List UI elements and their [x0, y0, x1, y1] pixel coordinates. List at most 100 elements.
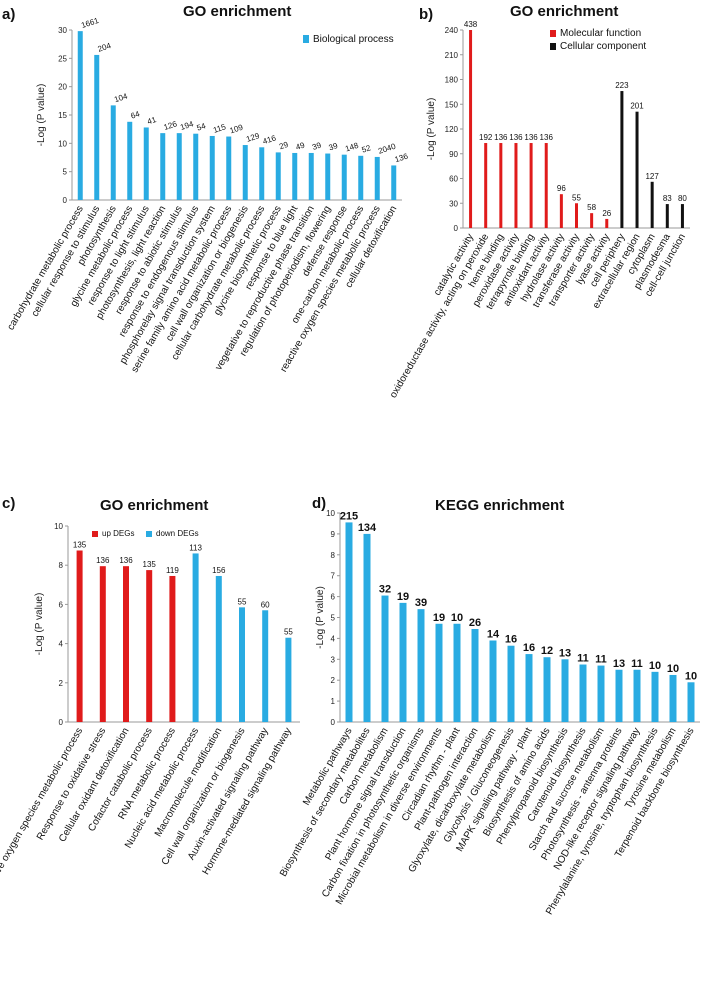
- chart-panel-1: a) GO enrichment 0 5 10 15 20 25 30 -Log (P value…: [2, 3, 410, 375]
- legend-label: up DEGs: [102, 529, 134, 538]
- y-axis-label: -Log (P value): [36, 84, 47, 147]
- bar: [259, 147, 265, 200]
- bar: [169, 575, 176, 722]
- data-label: 416: [262, 133, 278, 146]
- data-label: 126: [163, 119, 179, 132]
- data-label: 156: [212, 566, 226, 575]
- bar: [325, 153, 331, 200]
- data-label: 127: [645, 172, 659, 181]
- data-label: 55: [238, 597, 247, 606]
- category-label: carbohydrate metabolic process: [5, 204, 85, 332]
- legend-label: Cellular component: [560, 41, 646, 52]
- data-label: 19: [433, 612, 445, 624]
- data-label: 39: [311, 140, 323, 151]
- data-label: 136: [524, 133, 538, 142]
- y-tick-label: 5: [331, 614, 336, 623]
- bar: [363, 533, 371, 722]
- bar: [391, 165, 397, 200]
- bar: [469, 30, 473, 228]
- y-tick-label: 2: [331, 676, 336, 685]
- data-label: 19: [397, 591, 409, 603]
- legend-label: Biological process: [313, 34, 394, 45]
- data-label: 10: [667, 663, 679, 675]
- bar: [597, 665, 605, 722]
- bar: [435, 623, 443, 722]
- y-tick-label: 60: [449, 175, 458, 184]
- chart-title: KEGG enrichment: [435, 497, 564, 514]
- data-label: 204: [97, 41, 113, 54]
- bar: [239, 607, 245, 722]
- y-tick-label: 8: [331, 551, 336, 560]
- data-label: 55: [572, 193, 581, 202]
- bar: [680, 204, 684, 228]
- data-label: 10: [649, 660, 661, 672]
- legend-swatch: [303, 35, 309, 43]
- y-tick-label: 30: [449, 199, 458, 208]
- y-tick-label: 10: [326, 509, 335, 518]
- panel-label: d): [312, 495, 326, 512]
- data-label: 109: [229, 123, 245, 136]
- data-label: 136: [540, 133, 554, 142]
- bar: [543, 657, 551, 722]
- data-label: 2040: [377, 142, 397, 156]
- panel-label: c): [2, 495, 15, 512]
- data-label: 134: [358, 522, 377, 534]
- bar: [620, 91, 624, 228]
- bar: [77, 31, 83, 201]
- data-label: 438: [464, 20, 478, 29]
- y-tick-label: 150: [445, 100, 459, 109]
- bar: [209, 135, 215, 200]
- y-tick-label: 240: [445, 26, 459, 35]
- bar: [665, 204, 669, 228]
- data-label: 136: [494, 133, 508, 142]
- y-tick-label: 7: [331, 572, 336, 581]
- data-label: 192: [479, 133, 493, 142]
- chart-title: GO enrichment: [100, 497, 208, 514]
- legend-swatch: [92, 531, 98, 537]
- data-label: 1661: [80, 16, 100, 30]
- y-tick-label: 0: [331, 718, 336, 727]
- y-tick-label: 10: [54, 522, 63, 531]
- y-axis-label: -Log (P value): [34, 593, 45, 656]
- bar: [529, 143, 533, 228]
- y-tick-label: 4: [331, 634, 336, 643]
- data-label: 135: [143, 560, 157, 569]
- y-tick-label: 5: [63, 168, 68, 177]
- y-tick-label: 4: [59, 640, 64, 649]
- data-label: 26: [469, 617, 481, 629]
- data-label: 39: [328, 141, 340, 152]
- bar: [650, 181, 654, 228]
- bar: [399, 602, 407, 722]
- y-tick-label: 3: [331, 655, 336, 664]
- data-label: 58: [587, 203, 596, 212]
- bar: [489, 640, 497, 722]
- y-tick-label: 9: [331, 530, 336, 539]
- bar: [417, 609, 425, 722]
- data-label: 55: [284, 628, 293, 637]
- bar: [590, 213, 594, 228]
- y-tick-label: 25: [58, 54, 67, 63]
- data-label: 60: [261, 600, 270, 609]
- bar: [605, 218, 609, 228]
- data-label: 223: [615, 81, 629, 90]
- y-tick-label: 90: [449, 150, 458, 159]
- bar: [94, 54, 100, 200]
- bar: [651, 671, 659, 722]
- y-tick-label: 30: [58, 26, 67, 35]
- data-label: 194: [179, 119, 195, 132]
- data-label: 113: [189, 543, 202, 552]
- y-tick-label: 180: [445, 76, 459, 85]
- data-label: 13: [559, 647, 571, 659]
- y-tick-label: 15: [58, 111, 67, 120]
- bar: [193, 133, 199, 200]
- data-label: 64: [130, 109, 142, 120]
- bar: [544, 143, 548, 228]
- legend-swatch: [550, 30, 556, 37]
- data-label: 83: [663, 194, 672, 203]
- chart-panel-2: b) GO enrichment 0 30 60 90 120 150 180 210 240 -Lo…: [388, 3, 690, 400]
- bar: [76, 550, 83, 722]
- bar: [192, 553, 199, 722]
